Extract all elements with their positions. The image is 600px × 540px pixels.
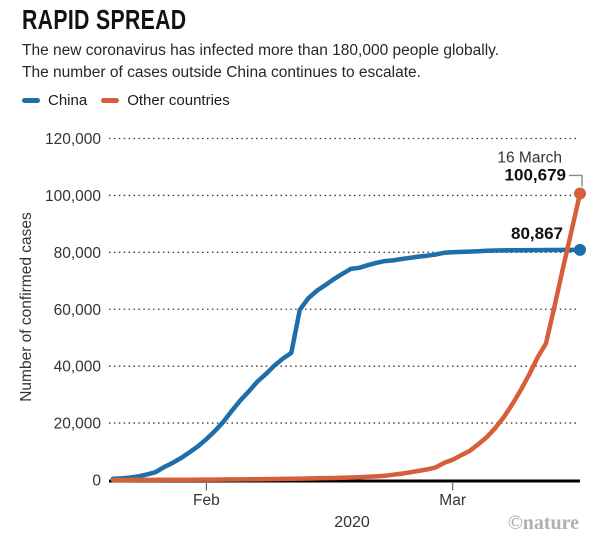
subtitle-line-1: The new coronavirus has infected more th… <box>22 42 500 59</box>
legend-label-other-countries: Other countries <box>127 92 230 109</box>
other-countries-endpoint-dot <box>574 187 586 200</box>
legend-label-china: China <box>48 92 88 109</box>
china-endpoint-value-label: 80,867 <box>511 224 563 243</box>
other-countries-series-line <box>110 191 583 483</box>
y-tick-label: 80,000 <box>54 245 102 262</box>
nature-credit: ©nature <box>508 512 579 534</box>
annotation-connector <box>569 174 583 187</box>
china-series-swatch <box>22 98 40 103</box>
china-endpoint-dot <box>574 243 586 256</box>
other-countries-endpoint-value-label: 100,679 <box>505 165 566 184</box>
other-countries-series-swatch <box>101 98 120 103</box>
endpoint-date-label: 16 March <box>497 149 562 166</box>
y-tick-label: 60,000 <box>54 302 102 319</box>
y-tick-label: 100,000 <box>45 188 101 205</box>
legend: China Other countries <box>22 92 230 109</box>
subtitle-line-2: The number of cases outside China contin… <box>22 63 421 81</box>
chart-title: RAPID SPREAD <box>22 4 187 35</box>
x-tick-label: Mar <box>439 492 466 509</box>
x-axis-year-label: 2020 <box>334 514 370 531</box>
y-tick-label: 0 <box>92 473 101 490</box>
y-tick-label: 40,000 <box>54 359 102 376</box>
legend-item-china: China <box>22 92 87 109</box>
header: RAPID SPREAD The new coronavirus has inf… <box>22 4 499 83</box>
chart-subtitle: The new coronavirus has infected more th… <box>22 40 499 83</box>
legend-item-other-countries: Other countries <box>101 92 230 109</box>
china-series-line <box>110 247 583 481</box>
x-tick-label: Feb <box>193 492 220 509</box>
y-tick-label: 20,000 <box>54 416 102 433</box>
y-tick-label: 120,000 <box>45 131 101 148</box>
y-axis-title: Number of confirmed cases <box>18 212 35 402</box>
line-chart: 0 20,000 40,000 60,000 80,000 100,000 120,000 F… <box>18 131 586 534</box>
